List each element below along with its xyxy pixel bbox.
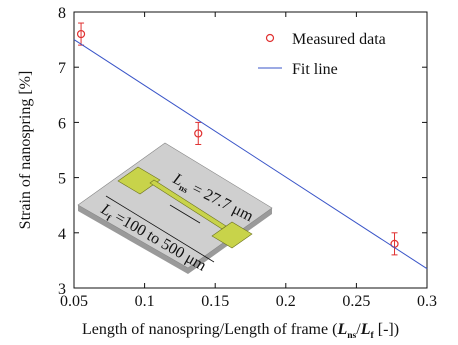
y-tick-label: 8 [58,5,66,22]
dim-line [105,195,215,263]
label-part: f [371,330,375,341]
pad-left [117,166,161,195]
data-point [76,29,86,39]
y-tick-label: 5 [58,171,66,188]
label-part: f [105,213,113,224]
plot: 0.05 0.1 0.15 0.2 0.25 0.3 3 4 5 6 7 8 Strain of nan… [17,5,437,341]
data-point [194,129,203,138]
y-axis-label: Strain of nanospring [%] [17,71,34,230]
legend-label: Measured data [292,31,386,48]
inset-diagram [77,142,273,274]
label-part: [-]) [374,321,399,338]
x-tick-label: 0.25 [342,293,370,310]
plot-frame [73,11,428,289]
x-tick-label: 0.1 [135,293,155,310]
x-tick-label: 0.2 [276,293,296,310]
legend-label: Fit line [292,61,338,78]
x-tick-label: 0.3 [417,293,437,310]
y-tick-label: 6 [58,115,66,132]
label-part: Length of nanospring/Length of frame ( [82,321,337,338]
y-tick-label: 3 [58,281,66,298]
dim-line [169,204,201,224]
x-axis-label: Length of nanospring/Length of frame (Ln… [82,321,399,341]
x-tick-label: 0.05 [60,293,88,310]
beam [149,179,227,230]
label-part: L [360,321,371,338]
fit-line [73,39,428,270]
label-part: / [356,321,361,338]
y-tick-label: 4 [58,226,66,243]
legend-swatch [265,33,275,43]
label-part: L [336,321,347,338]
y-tick-label: 7 [58,60,66,77]
label-part: ns [347,330,356,341]
x-tick-label: 0.15 [201,293,229,310]
